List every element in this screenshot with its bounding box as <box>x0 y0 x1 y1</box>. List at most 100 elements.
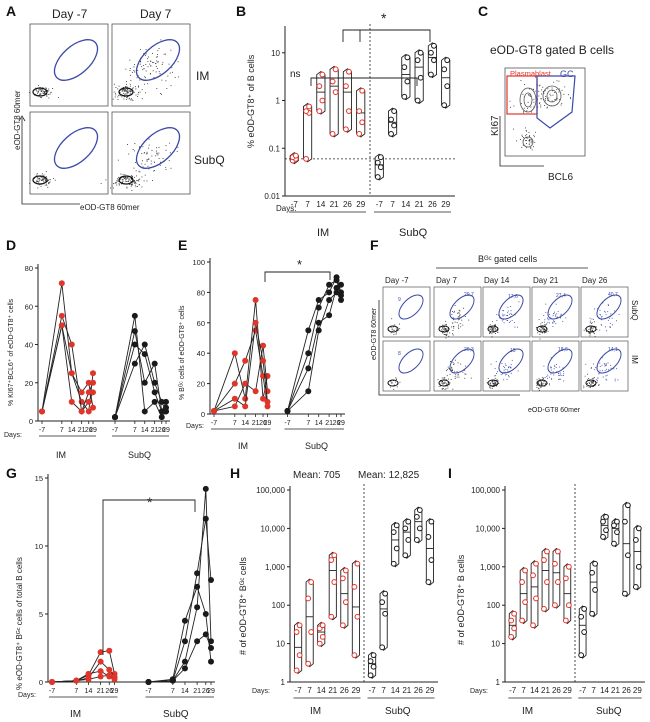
chartE-ytick-label: 40 <box>197 349 205 358</box>
flow-dot <box>100 183 102 185</box>
chartE-ytick-label: 80 <box>197 288 205 297</box>
flow-contour <box>118 175 134 185</box>
flow-dot <box>552 321 554 323</box>
flow-dot <box>139 184 140 186</box>
flow-dot <box>546 317 548 319</box>
flow-contour <box>542 85 562 107</box>
chartE-point <box>305 365 312 372</box>
flow-dot <box>119 95 121 97</box>
panel-f: F Bᴳᶜ gated cells Day -7 Day 7 Day 14 Da… <box>370 237 639 414</box>
flow-dot <box>550 367 552 369</box>
chartI-point <box>541 606 547 612</box>
flow-dot <box>449 382 451 384</box>
chartI-xtick-label: -7 <box>579 686 587 695</box>
flow-dot <box>47 93 49 95</box>
flow-dot <box>550 95 552 97</box>
flow-dot <box>49 181 51 183</box>
flow-dot <box>150 73 151 75</box>
flow-dot <box>594 336 596 337</box>
flow-dot <box>596 329 598 331</box>
flow-dot <box>134 143 136 144</box>
flow-dot <box>589 332 591 334</box>
flow-dot <box>452 361 454 363</box>
chartE-ytick-label: 60 <box>197 319 205 328</box>
chartG-point <box>169 677 176 684</box>
flow-dot <box>594 321 596 323</box>
flow-dot <box>494 328 496 329</box>
flow-dot <box>115 92 116 94</box>
flow-dot <box>119 92 121 93</box>
flow-dot <box>528 132 530 133</box>
panel-f-letter: F <box>370 237 379 253</box>
panel-b-group-im: IM <box>317 227 329 239</box>
flow-dot <box>508 322 510 323</box>
flow-dot <box>159 164 161 166</box>
flow-dot <box>169 142 171 144</box>
panel-i-group-im: IM <box>522 706 533 717</box>
flow-dot <box>138 180 140 182</box>
panel-h-mean-subq: Mean: 12,825 <box>358 470 420 481</box>
chartG-point <box>202 485 209 492</box>
flow-dot <box>550 373 552 375</box>
flow-dot <box>452 369 454 371</box>
flow-dot <box>48 97 50 99</box>
chartB-point <box>359 87 366 94</box>
flow-dot <box>118 180 120 182</box>
flow-dot <box>157 54 158 55</box>
flow-dot <box>111 185 113 187</box>
flow-dot <box>129 184 131 186</box>
panel-a-col-day7: Day 7 <box>140 7 172 21</box>
flow-dot <box>141 98 143 100</box>
flow-dot <box>125 68 127 70</box>
flow-dot <box>528 139 530 141</box>
f-im-pct-4: 14,1 <box>608 347 618 353</box>
chartG-xtick-label: -7 <box>145 688 151 695</box>
flow-dot <box>135 186 137 188</box>
panel-h-letter: H <box>230 465 240 481</box>
flow-dot <box>590 386 591 388</box>
chartH-point <box>354 560 361 567</box>
chartE-point <box>260 342 267 349</box>
flow-dot <box>508 366 510 368</box>
panel-d-days-label: Days: <box>4 432 22 439</box>
flow-dot <box>502 315 504 317</box>
chartI-xtick-label: 14 <box>530 686 539 695</box>
flow-dot <box>124 88 126 90</box>
flow-dot <box>538 95 540 97</box>
flow-dot <box>525 140 527 142</box>
flow-contour <box>438 325 450 333</box>
flow-dot <box>113 91 115 93</box>
flow-dot <box>559 317 561 319</box>
flow-dot <box>454 376 456 378</box>
flow-dot <box>588 381 590 383</box>
panel-f-axis-arrows <box>378 300 520 396</box>
flow-dot <box>443 377 445 379</box>
flow-dot <box>558 378 559 380</box>
flow-dot <box>126 81 127 83</box>
chartE-xtick-label: 7 <box>306 420 310 427</box>
flow-dot <box>454 305 456 307</box>
flow-dot <box>455 374 457 376</box>
flow-dot <box>158 147 160 148</box>
flow-dot <box>130 90 132 92</box>
flow-dot <box>157 61 159 63</box>
chartG-point <box>181 658 188 665</box>
flow-dot <box>543 92 545 94</box>
chartI-point <box>508 617 515 624</box>
flow-dot <box>130 98 132 100</box>
flow-dot <box>583 387 585 389</box>
chartG-point <box>194 638 201 645</box>
panel-g-ylabel: % eOD-GT8⁺ Bᴳᶜ cells of total B cells <box>15 557 24 690</box>
flow-dot <box>159 73 161 75</box>
flow-dot <box>139 178 141 180</box>
flow-dot <box>459 314 461 316</box>
flow-dot <box>159 161 161 163</box>
plasmablast-label: Plasmablast <box>510 69 552 78</box>
flow-dot <box>562 374 564 376</box>
flow-dot <box>147 66 149 68</box>
panel-e-days-label: Days: <box>186 423 204 430</box>
chartD-point <box>58 322 65 329</box>
chartH-point <box>293 629 300 635</box>
flow-dot <box>544 329 545 331</box>
flow-dot <box>464 377 466 379</box>
